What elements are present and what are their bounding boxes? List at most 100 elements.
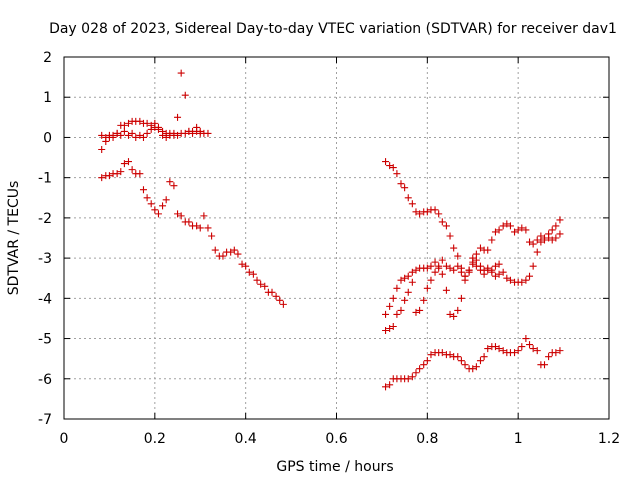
data-point bbox=[132, 133, 140, 141]
data-point bbox=[185, 127, 193, 135]
x-tick-label: 0.4 bbox=[235, 431, 257, 447]
data-point bbox=[503, 274, 511, 282]
data-point bbox=[136, 170, 144, 178]
x-tick-label: 0.6 bbox=[325, 431, 347, 447]
data-point bbox=[454, 306, 462, 314]
data-point bbox=[174, 131, 182, 139]
data-point bbox=[397, 180, 405, 188]
data-point bbox=[511, 228, 519, 236]
x-tick-label: 0 bbox=[60, 431, 69, 447]
data-point bbox=[389, 294, 397, 302]
data-point bbox=[476, 244, 484, 252]
data-point bbox=[211, 246, 219, 254]
data-point bbox=[522, 226, 530, 234]
y-tick-label: -3 bbox=[38, 251, 52, 267]
data-point bbox=[469, 258, 477, 266]
data-point bbox=[124, 131, 132, 139]
data-point bbox=[412, 266, 420, 274]
data-point bbox=[268, 288, 276, 296]
data-point bbox=[238, 260, 246, 268]
data-point bbox=[435, 210, 443, 218]
data-point bbox=[170, 182, 178, 190]
data-point bbox=[113, 129, 121, 137]
data-point bbox=[204, 129, 212, 137]
data-point bbox=[401, 184, 409, 192]
data-point bbox=[109, 133, 117, 141]
data-point bbox=[461, 276, 469, 284]
data-point bbox=[159, 202, 167, 210]
data-point bbox=[529, 345, 537, 353]
data-point bbox=[117, 131, 125, 139]
data-point bbox=[454, 353, 462, 361]
data-point bbox=[139, 133, 147, 141]
data-point bbox=[136, 131, 144, 139]
data-point bbox=[454, 252, 462, 260]
data-point bbox=[480, 353, 488, 361]
data-point bbox=[139, 186, 147, 194]
data-point bbox=[143, 129, 151, 137]
data-point bbox=[393, 284, 401, 292]
y-axis-label: SDTVAR / TECUs bbox=[6, 181, 22, 296]
data-point bbox=[170, 129, 178, 137]
data-point bbox=[382, 383, 390, 391]
data-point bbox=[537, 232, 545, 240]
data-point bbox=[514, 226, 522, 234]
data-point bbox=[472, 262, 480, 270]
data-point bbox=[488, 268, 496, 276]
data-point bbox=[124, 158, 132, 166]
data-point bbox=[408, 268, 416, 276]
data-point bbox=[552, 234, 560, 242]
data-point bbox=[416, 210, 424, 218]
data-point bbox=[404, 272, 412, 280]
data-point bbox=[143, 194, 151, 202]
data-point bbox=[435, 262, 443, 270]
data-point bbox=[511, 349, 519, 357]
data-point bbox=[495, 260, 503, 268]
data-point bbox=[181, 91, 189, 99]
axis-ticks: 0 0.2 0.4 0.6 0.8 1 1.2 -7 -6 -5 -4 -3 -2 -1 0 1 2 bbox=[38, 50, 620, 447]
data-point bbox=[412, 208, 420, 216]
data-point bbox=[120, 127, 128, 135]
data-point bbox=[450, 312, 458, 320]
data-point bbox=[484, 266, 492, 274]
data-point bbox=[533, 248, 541, 256]
data-point bbox=[548, 226, 556, 234]
x-tick-label: 1.2 bbox=[598, 431, 620, 447]
data-point bbox=[404, 288, 412, 296]
data-point bbox=[480, 270, 488, 278]
data-point bbox=[495, 270, 503, 278]
data-point bbox=[389, 164, 397, 172]
data-point bbox=[189, 129, 197, 137]
data-point bbox=[245, 268, 253, 276]
data-point bbox=[416, 365, 424, 373]
data-point bbox=[98, 131, 106, 139]
data-point bbox=[166, 178, 174, 186]
data-point bbox=[514, 347, 522, 355]
y-tick-label: -4 bbox=[38, 291, 52, 307]
data-point bbox=[545, 234, 553, 242]
data-point bbox=[506, 276, 514, 284]
data-point bbox=[556, 216, 564, 224]
data-point bbox=[408, 278, 416, 286]
data-point bbox=[454, 262, 462, 270]
data-point bbox=[196, 224, 204, 232]
data-point bbox=[162, 133, 170, 141]
data-point bbox=[162, 196, 170, 204]
data-point bbox=[219, 252, 227, 260]
data-point bbox=[416, 306, 424, 314]
data-point bbox=[279, 300, 287, 308]
data-point bbox=[227, 248, 235, 256]
data-point bbox=[147, 200, 155, 208]
data-point bbox=[136, 117, 144, 125]
data-point bbox=[120, 160, 128, 168]
data-point bbox=[472, 363, 480, 371]
data-point bbox=[533, 236, 541, 244]
data-point bbox=[120, 121, 128, 129]
data-point bbox=[420, 361, 428, 369]
data-points bbox=[98, 69, 564, 391]
data-point bbox=[185, 218, 193, 226]
data-point bbox=[506, 222, 514, 230]
data-point bbox=[128, 166, 136, 174]
data-point bbox=[446, 264, 454, 272]
chart-title: Day 028 of 2023, Sidereal Day-to-day VTE… bbox=[49, 21, 617, 37]
